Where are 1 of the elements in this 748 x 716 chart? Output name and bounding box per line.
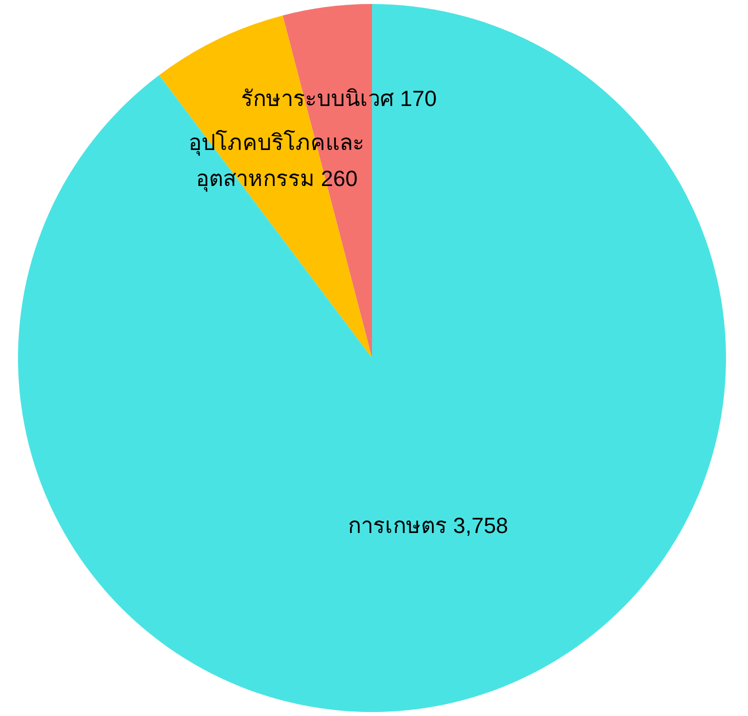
slice-label: การเกษตร 3,758 bbox=[347, 512, 510, 540]
